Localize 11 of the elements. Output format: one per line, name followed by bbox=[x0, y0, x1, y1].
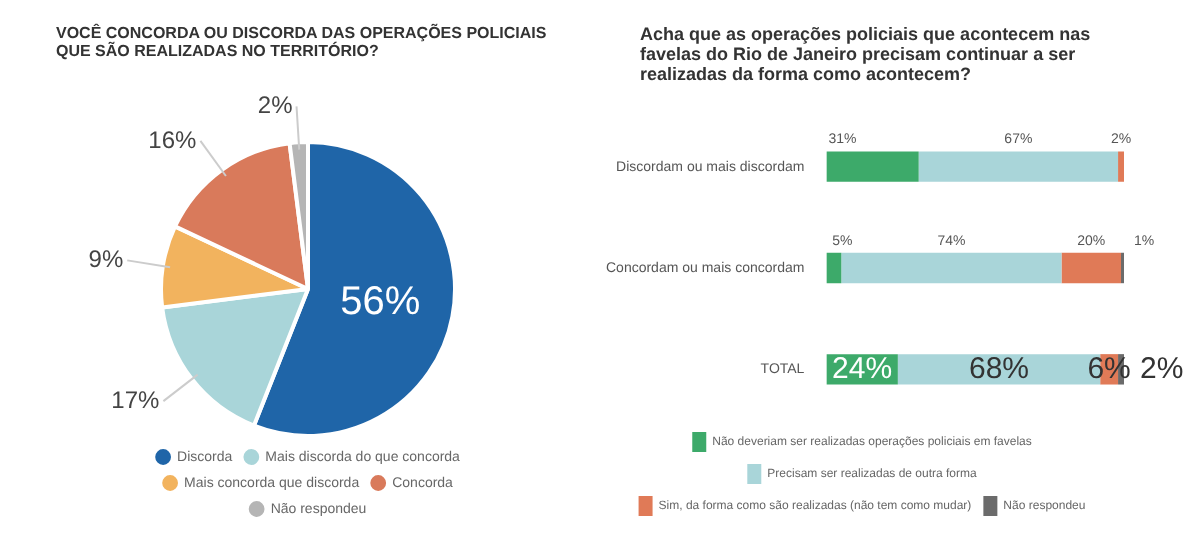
data-label: 2% bbox=[1140, 351, 1184, 386]
data-label: 17% bbox=[111, 385, 161, 414]
data-label: 16% bbox=[148, 125, 198, 154]
data-label: 68% bbox=[968, 351, 1030, 386]
data-label: 24% bbox=[832, 351, 893, 386]
data-label: 56% bbox=[340, 279, 421, 324]
chart-title: Acha que as operações policiais que acontecem nas favelas do Rio de Janeiro precisam continuar a ser realizadas da forma como acontecem? bbox=[638, 22, 1093, 88]
data-label: 9% bbox=[88, 245, 124, 273]
chart-title: VOCÊ CONCORDA OU DISCORDA DAS OPERAÇÕES POLICIAIS QUE SÃO REALIZADAS NO TERRITÓRIO? bbox=[56, 24, 547, 60]
data-label: 6% bbox=[1087, 351, 1131, 386]
data-label: 2% bbox=[257, 90, 294, 119]
